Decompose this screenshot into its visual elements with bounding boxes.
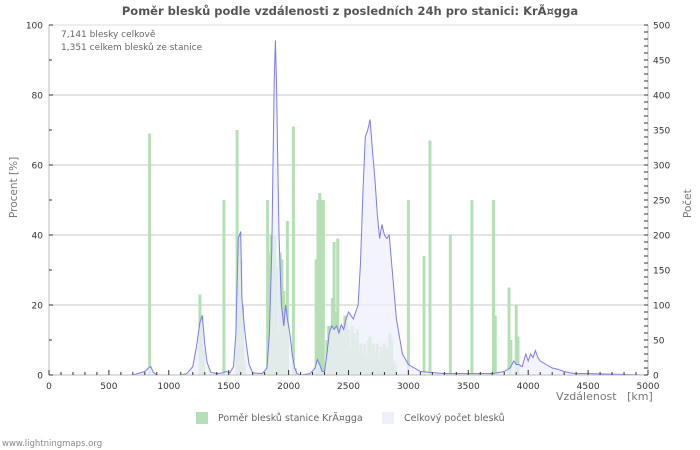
svg-text:1000: 1000	[157, 382, 180, 392]
x-axis-label: Vzdálenost [km]	[556, 390, 653, 403]
svg-text:0: 0	[46, 382, 52, 392]
ratio-bar	[336, 238, 340, 375]
station-strikes-text: 1,351 celkem blesků ze stanice	[61, 43, 203, 53]
svg-text:60: 60	[32, 162, 44, 172]
ratio-bar	[507, 287, 511, 375]
svg-text:500: 500	[100, 382, 117, 392]
svg-text:20: 20	[32, 302, 44, 312]
total-strikes-text: 7,141 blesky celkově	[61, 30, 156, 40]
legend-label-total: Celkový počet blesků	[404, 412, 505, 424]
gridlines	[49, 24, 648, 306]
svg-text:1500: 1500	[217, 382, 240, 392]
svg-text:4500: 4500	[577, 382, 600, 392]
svg-text:3500: 3500	[457, 382, 480, 392]
chart-title: Poměr blesků podle vzdálenosti z posledn…	[121, 4, 579, 18]
ratio-bar	[148, 133, 152, 375]
legend-swatch-green	[196, 412, 208, 424]
footer-credit: www.lightningmaps.org	[2, 439, 103, 449]
total-count-area	[49, 40, 649, 376]
y-axis-left-label: Procent [%]	[8, 156, 20, 218]
ratio-bar	[516, 336, 520, 375]
summary-info: 7,141 blesky celkově 1,351 celkem blesků…	[61, 29, 202, 55]
ratio-bar	[493, 315, 497, 375]
svg-text:40: 40	[32, 232, 44, 242]
svg-text:500: 500	[653, 22, 670, 32]
ratio-bar	[320, 200, 324, 375]
legend-swatch-lavender	[382, 412, 394, 424]
ratio-bar	[291, 126, 295, 375]
svg-text:2000: 2000	[277, 382, 300, 392]
svg-text:4000: 4000	[517, 382, 540, 392]
legend-label-ratio: Poměr blesků stanice KrÃ¤gga	[218, 412, 363, 424]
svg-text:250: 250	[653, 197, 670, 207]
svg-text:450: 450	[653, 57, 670, 67]
ratio-bar	[266, 200, 270, 375]
ratio-bar	[316, 200, 320, 375]
ratio-bar	[314, 259, 318, 375]
ratio-bar	[318, 193, 322, 375]
svg-text:3000: 3000	[397, 382, 420, 392]
y-axis-right-label: Počet	[682, 189, 694, 218]
legend-item-total: Celkový počet blesků	[382, 412, 505, 424]
axes: 0204060801000501001502002503003504004505…	[26, 22, 671, 393]
ratio-bar	[470, 200, 474, 375]
svg-text:100: 100	[26, 22, 43, 32]
ratio-bar	[406, 200, 410, 375]
svg-text:350: 350	[653, 127, 670, 137]
ratio-bar	[491, 200, 495, 375]
svg-text:400: 400	[653, 92, 670, 102]
svg-text:100: 100	[653, 302, 670, 312]
ratio-bar	[514, 305, 518, 375]
ratio-bar	[235, 130, 239, 375]
ratio-bar	[321, 200, 325, 375]
ratio-bar	[422, 256, 426, 375]
legend-item-ratio: Poměr blesků stanice KrÃ¤gga	[196, 412, 363, 424]
svg-text:2500: 2500	[337, 382, 360, 392]
ratio-bar	[222, 200, 226, 375]
ratio-bar	[509, 340, 513, 375]
svg-text:150: 150	[653, 267, 670, 277]
ratio-bar	[428, 140, 432, 375]
ratio-bar	[448, 235, 452, 375]
svg-text:300: 300	[653, 162, 670, 172]
svg-text:0: 0	[37, 372, 43, 382]
ratio-bar	[285, 221, 289, 375]
svg-text:200: 200	[653, 232, 670, 242]
svg-text:0: 0	[653, 372, 659, 382]
svg-text:5000: 5000	[637, 382, 660, 392]
ratio-bar	[332, 242, 336, 375]
svg-text:50: 50	[653, 337, 665, 347]
svg-text:80: 80	[32, 92, 44, 102]
ratio-bar	[267, 252, 271, 375]
